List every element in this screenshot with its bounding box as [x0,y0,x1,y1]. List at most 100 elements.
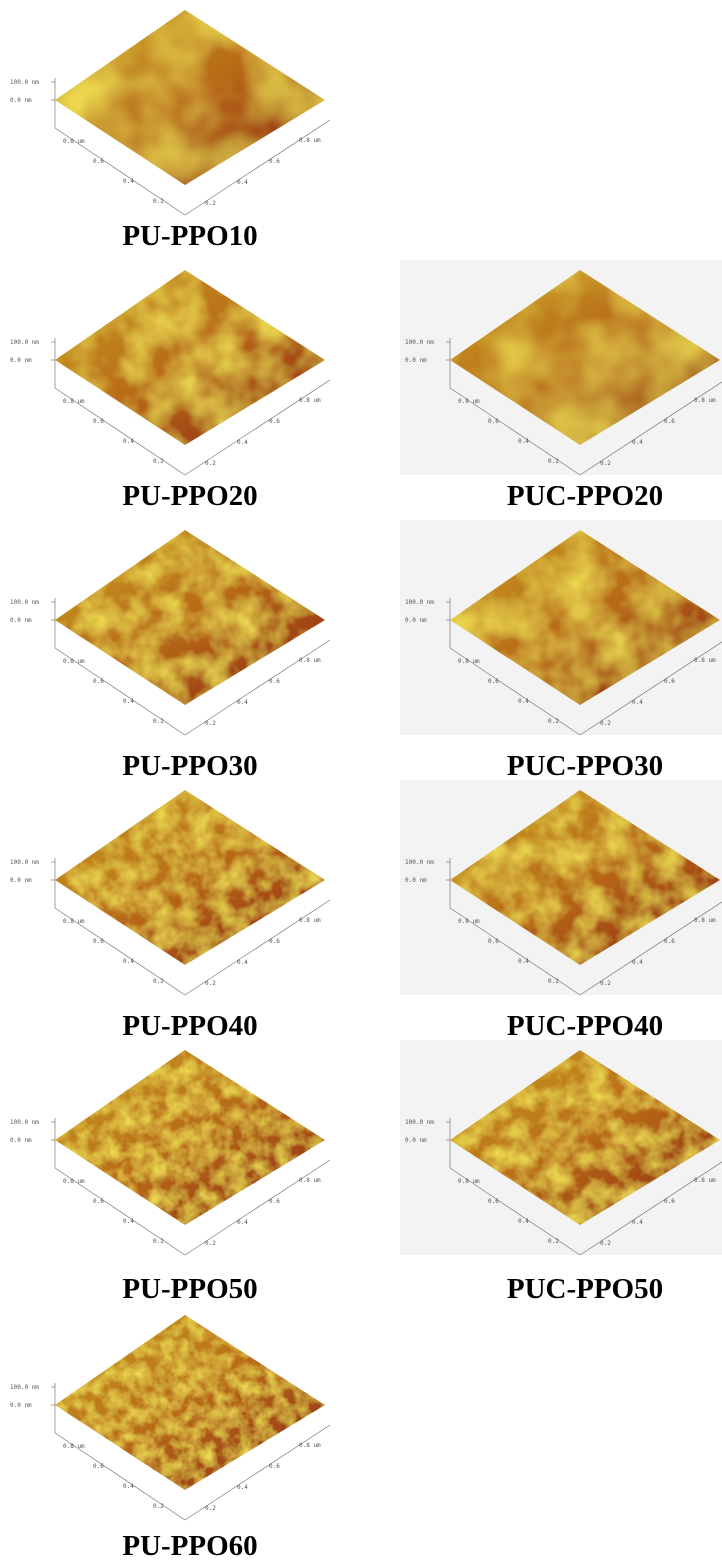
axis-label: 0.2 [153,978,164,985]
axis-label: 0.8 um [299,1177,321,1184]
base-axis [449,1167,581,1256]
axis-label: 0.6 [269,418,280,425]
z-label: 100.0 nm [405,1119,434,1126]
axis-label: 0.8 um [63,1443,85,1450]
axis-label: 0.4 [632,439,643,446]
axis-label: 0.2 [600,720,611,727]
axis-label: 0.2 [548,458,559,465]
surface [55,790,325,965]
z-label: 0.0 nm [10,97,32,104]
base-axis [449,647,581,736]
axis-label: 0.2 [205,720,216,727]
axis-label: 0.4 [237,179,248,186]
axis-label: 0.8 um [299,657,321,664]
axis-label: 0.2 [600,1240,611,1247]
z-label: 100.0 nm [405,339,434,346]
z-label: 0.0 nm [405,877,427,884]
axis-label: 0.4 [518,438,529,445]
axis-label: 0.8 um [63,138,85,145]
afm-panel: 100.0 nm 0.0 nm 0.8 um 0.6 0.4 0.2 0.2 0.4 0.6 0.… [10,1050,331,1256]
surface [450,270,720,445]
axis-label: 0.2 [205,1240,216,1247]
panel-label: PUC-PPO50 [507,1273,663,1305]
axis-label: 0.2 [205,980,216,987]
panel-label: PU-PPO30 [122,750,257,782]
z-label: 100.0 nm [10,1384,39,1391]
panel-label: PU-PPO60 [122,1530,257,1562]
axis-label: 0.2 [548,718,559,725]
z-label: 0.0 nm [405,1137,427,1144]
panel-label: PU-PPO20 [122,480,257,512]
axis-label: 0.2 [153,1238,164,1245]
axis-label: 0.8 um [694,657,716,664]
z-label: 0.0 nm [10,1137,32,1144]
base-axis [579,901,722,996]
axis-label: 0.6 [488,678,499,685]
axis-label: 0.4 [632,959,643,966]
base-axis [184,379,331,476]
axis-label: 0.4 [237,699,248,706]
axis-label: 0.6 [269,1198,280,1205]
z-label: 100.0 nm [405,599,434,606]
afm-panel: 100.0 nm 0.0 nm 0.8 um 0.6 0.4 0.2 0.2 0.4 0.6 0.… [10,270,331,476]
z-label: 0.0 nm [405,617,427,624]
axis-label: 0.2 [153,458,164,465]
base-axis [449,387,581,476]
axis-label: 0.4 [632,1219,643,1226]
axis-label: 0.4 [123,958,134,965]
axis-label: 0.2 [205,460,216,467]
axis-label: 0.4 [123,698,134,705]
axis-label: 0.2 [600,460,611,467]
surface [55,10,325,185]
base-axis [184,639,331,736]
axis-label: 0.4 [123,1218,134,1225]
z-label: 0.0 nm [10,357,32,364]
surface [55,530,325,705]
axis-label: 0.6 [269,1463,280,1470]
surface [55,270,325,445]
axis-label: 0.6 [269,678,280,685]
surface [450,790,720,965]
base-axis [54,907,186,996]
axis-label: 0.6 [93,1463,104,1470]
axis-label: 0.6 [93,158,104,165]
surface [450,1050,720,1225]
axis-label: 0.8 um [694,397,716,404]
axis-label: 0.6 [93,418,104,425]
base-axis [54,647,186,736]
z-label: 0.0 nm [10,1402,32,1409]
panel-label: PU-PPO50 [122,1273,257,1305]
axis-label: 0.4 [518,698,529,705]
base-axis [54,127,186,216]
base-axis [184,899,331,996]
z-label: 100.0 nm [10,79,39,86]
surface [55,1050,325,1225]
afm-panel: 100.0 nm 0.0 nm 0.8 um 0.6 0.4 0.2 0.2 0.4 0.6 0.… [10,530,331,736]
base-axis [579,381,722,476]
axis-label: 0.4 [237,1484,248,1491]
axis-label: 0.8 um [458,398,480,405]
base-axis [54,1432,186,1521]
afm-panel: 100.0 nm 0.0 nm 0.8 um 0.6 0.4 0.2 0.2 0.4 0.6 0.… [400,780,722,996]
axis-label: 0.2 [153,198,164,205]
axis-label: 0.6 [664,418,675,425]
z-label: 0.0 nm [10,617,32,624]
axis-label: 0.8 um [299,917,321,924]
axis-label: 0.4 [237,1219,248,1226]
axis-label: 0.8 um [458,658,480,665]
axis-label: 0.8 um [694,1177,716,1184]
panel-label: PUC-PPO20 [507,480,663,512]
base-axis [449,907,581,996]
afm-panel: 100.0 nm 0.0 nm 0.8 um 0.6 0.4 0.2 0.2 0.4 0.6 0.… [400,1040,722,1256]
axis-label: 0.8 um [299,1442,321,1449]
axis-label: 0.6 [93,938,104,945]
afm-panel: 100.0 nm 0.0 nm 0.8 um 0.6 0.4 0.2 0.2 0.4 0.6 0.… [400,520,722,736]
axis-label: 0.6 [93,1198,104,1205]
axis-label: 0.4 [123,1483,134,1490]
z-label: 100.0 nm [10,599,39,606]
axis-label: 0.6 [488,938,499,945]
base-axis [184,1159,331,1256]
axis-label: 0.6 [664,678,675,685]
